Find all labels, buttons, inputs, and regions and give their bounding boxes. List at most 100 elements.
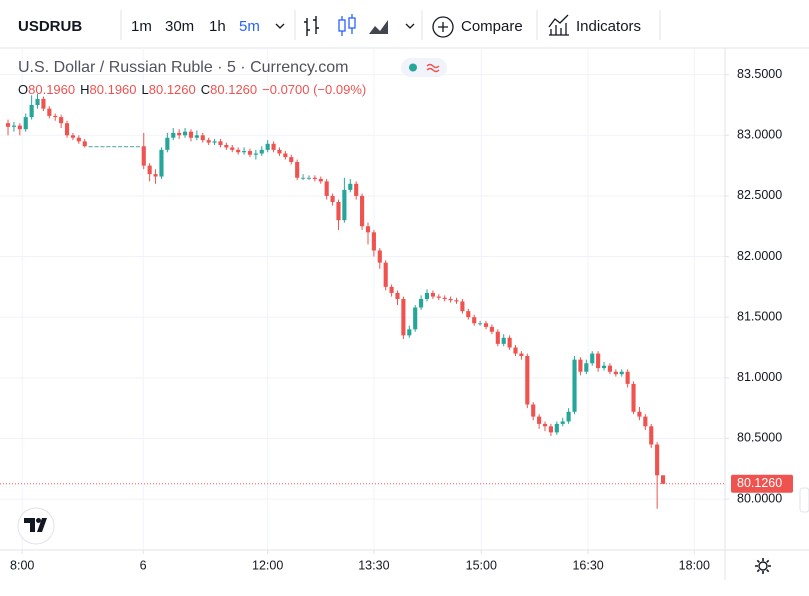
candle-body xyxy=(88,146,93,148)
candle-body xyxy=(230,147,235,150)
compare-plus xyxy=(438,22,448,32)
x-tick-label: 6 xyxy=(140,558,147,572)
y-tick-label: 82.0000 xyxy=(737,249,782,263)
candle-body xyxy=(129,146,135,148)
candle-body xyxy=(64,123,70,136)
candle-body xyxy=(507,337,512,348)
candle-body xyxy=(649,426,654,445)
interval-button[interactable]: 5m xyxy=(239,18,260,35)
candle-body xyxy=(59,117,64,124)
candle-body xyxy=(566,411,571,422)
interval-button[interactable]: 1m xyxy=(131,18,152,35)
interval-button[interactable]: 30m xyxy=(165,18,194,35)
candle-body xyxy=(112,146,117,148)
chart-type-dropdown[interactable] xyxy=(405,23,415,29)
last-price-badge xyxy=(731,474,793,493)
candle-body xyxy=(448,299,453,301)
candle-body xyxy=(548,426,553,433)
candle-body xyxy=(383,262,388,287)
candles-icon[interactable] xyxy=(338,14,356,36)
candle-body xyxy=(123,146,129,148)
candle-body xyxy=(395,292,400,299)
data-delay-icon xyxy=(426,63,440,73)
chart-title: U.S. Dollar / Russian Ruble · 5 · Curren… xyxy=(18,59,348,76)
grid xyxy=(0,48,725,550)
interval-button[interactable]: 1h xyxy=(209,18,226,35)
toolbar: USDRUB 1m 30m 1h 5m Compare Indicators xyxy=(0,10,809,49)
candle-body xyxy=(147,165,152,175)
candle-body xyxy=(295,161,300,178)
candle-body xyxy=(584,363,589,372)
candle-body xyxy=(619,371,624,375)
candle-body xyxy=(554,423,559,433)
ohlc-value: 80.1960 xyxy=(90,82,137,97)
compare-icon[interactable] xyxy=(432,16,454,38)
candle-body xyxy=(242,151,247,153)
y-tick-label: 81.5000 xyxy=(737,309,782,323)
status-pill[interactable] xyxy=(401,58,447,77)
area-icon[interactable] xyxy=(369,20,388,34)
compare-button[interactable]: Compare xyxy=(461,18,523,35)
candle-body xyxy=(159,149,164,177)
ohlc-key: H xyxy=(80,82,89,97)
candle-body xyxy=(401,299,406,336)
candle-body xyxy=(342,189,347,221)
ohlc-value: 80.1260 xyxy=(210,82,257,97)
indicators-icon[interactable] xyxy=(548,14,569,36)
candle-body xyxy=(212,141,217,143)
candle-body xyxy=(106,146,111,148)
candle-body xyxy=(236,149,241,153)
candle-body xyxy=(560,421,565,424)
candle-body xyxy=(253,153,258,155)
candle-body xyxy=(389,286,394,293)
candle-body xyxy=(607,365,612,372)
candle-body xyxy=(660,475,666,484)
candle-body xyxy=(531,404,536,417)
scroll-handle[interactable] xyxy=(799,487,809,513)
candle-body xyxy=(613,371,618,375)
candle-body xyxy=(442,297,447,299)
candle-body xyxy=(312,177,317,179)
candle-body xyxy=(247,151,253,155)
candle-body xyxy=(513,347,518,354)
x-tick-label: 8:00 xyxy=(10,558,34,572)
ohlc-legend: O80.1960 H80.1960 L80.1260 C80.1260 −0.0700 … xyxy=(18,82,366,97)
x-tick-label: 16:30 xyxy=(572,558,603,572)
candle-body xyxy=(637,411,642,417)
candle-body xyxy=(301,177,306,179)
settings-gear[interactable] xyxy=(755,558,771,574)
ohlc-key: C xyxy=(201,82,210,97)
candle-body xyxy=(82,141,87,147)
interval-dropdown[interactable] xyxy=(275,23,285,29)
candle-body xyxy=(141,146,146,166)
candle-body xyxy=(265,143,270,150)
x-tick-label: 12:00 xyxy=(252,558,283,572)
candle-body xyxy=(11,125,16,127)
ohlc-key: O xyxy=(18,82,28,97)
ohlc-value: 80.1960 xyxy=(28,82,75,97)
candle-body xyxy=(519,353,524,356)
candle-body xyxy=(224,145,229,148)
tv-logo[interactable] xyxy=(17,507,55,545)
candle-body xyxy=(218,141,223,146)
candles xyxy=(0,94,725,509)
ohlc-key: L xyxy=(142,82,149,97)
candle-body xyxy=(330,195,335,202)
candle-body xyxy=(466,311,471,318)
candle-body xyxy=(153,174,158,177)
candle-body xyxy=(318,178,323,182)
candle-body xyxy=(336,201,341,221)
y-tick-label: 83.5000 xyxy=(737,67,782,81)
symbol[interactable]: USDRUB xyxy=(18,18,82,35)
candle-body xyxy=(283,153,288,158)
candle-body xyxy=(182,131,188,136)
candle-body xyxy=(135,146,140,148)
candle-body xyxy=(572,359,577,412)
bars-icon[interactable] xyxy=(304,16,319,36)
candle-body xyxy=(41,98,46,109)
ohlc-value: 80.1260 xyxy=(149,82,196,97)
candle-body xyxy=(631,383,636,412)
indicators-button[interactable]: Indicators xyxy=(576,18,641,35)
candle-body xyxy=(53,115,58,118)
candle-body xyxy=(70,135,76,138)
